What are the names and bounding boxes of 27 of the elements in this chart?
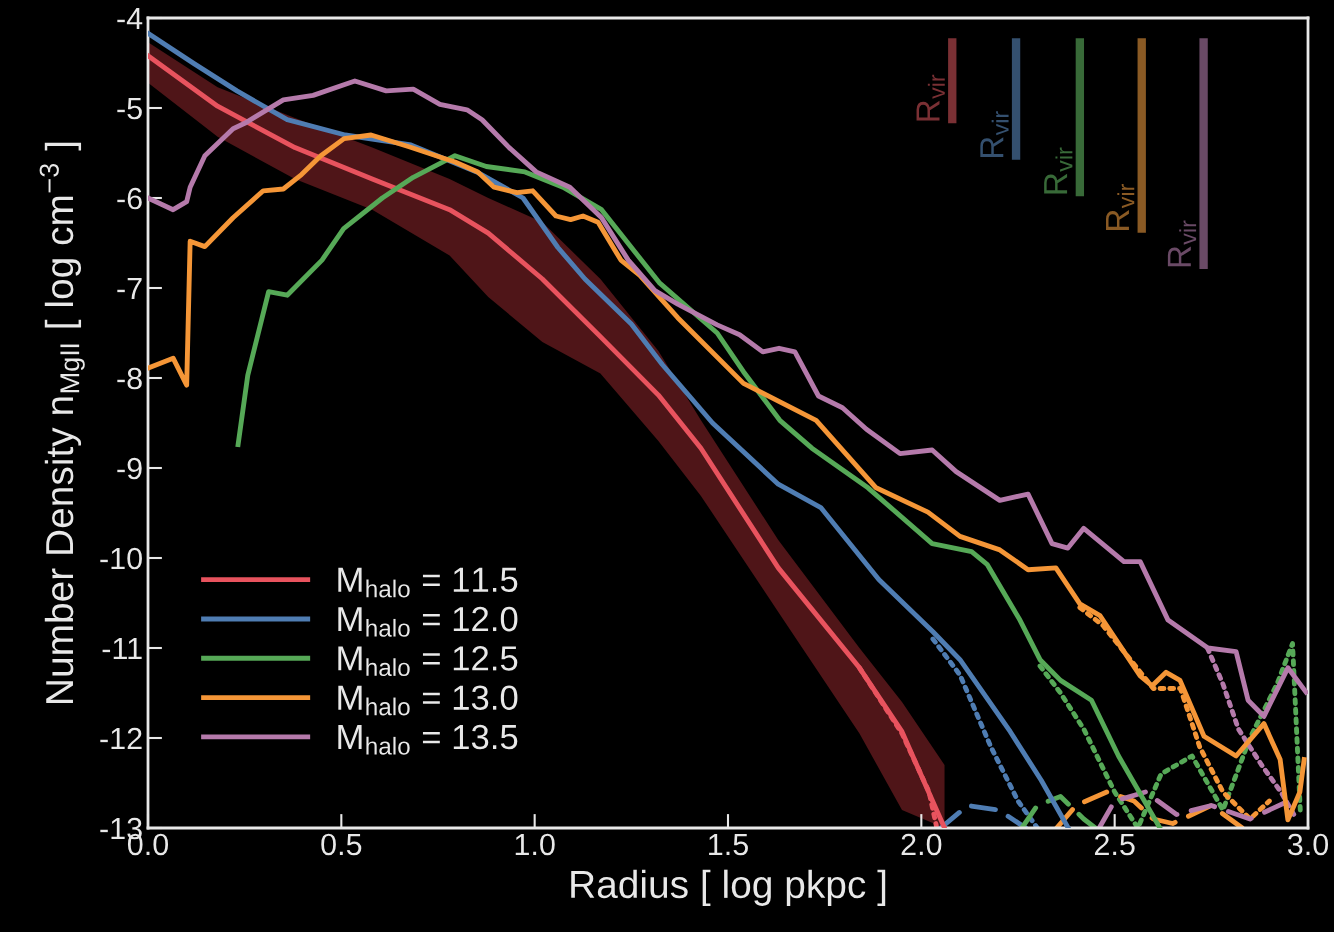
ref-line-label: R$_{vir}$ xyxy=(1044,147,1073,194)
y-tick-label: -12 xyxy=(100,727,142,750)
y-axis-title: Number Density n$_{MgII}$ [ log cm$^{−3}$ ] xyxy=(39,142,85,703)
x-tick-label: 3.0 xyxy=(1287,833,1329,856)
legend-label: M$_{halo}$ = 13.0 xyxy=(338,685,518,716)
legend-label: M$_{halo}$ = 12.5 xyxy=(338,646,518,677)
y-tick-label: -6 xyxy=(117,187,142,210)
ref-line-label: R$_{vir}$ xyxy=(1106,184,1135,230)
ref-line-label: R$_{vir}$ xyxy=(1167,220,1197,267)
y-tick-label: -8 xyxy=(117,367,142,390)
y-tick-label: -4 xyxy=(117,8,143,30)
x-tick-label: 1.5 xyxy=(709,833,748,856)
x-tick-label: 0.5 xyxy=(321,833,362,856)
y-tick-label: -5 xyxy=(117,98,142,120)
y-tick-label: -11 xyxy=(102,638,142,660)
y-tick-label: -7 xyxy=(117,278,142,300)
ref-line-label: R$_{vir}$ xyxy=(980,111,1009,158)
legend-label: M$_{halo}$ = 13.5 xyxy=(338,724,518,755)
ref-line-label: R$_{vir}$ xyxy=(916,74,945,121)
x-tick-label: 1.0 xyxy=(515,833,555,856)
y-tick-label: -10 xyxy=(100,547,142,570)
legend-label: M$_{halo}$ = 12.0 xyxy=(338,606,518,637)
legend-label: M$_{halo}$ = 11.5 xyxy=(338,567,518,598)
x-tick-label: 2.5 xyxy=(1094,833,1135,856)
x-tick-label: 2.0 xyxy=(901,833,942,856)
y-tick-label: -9 xyxy=(117,457,142,480)
x-axis-title: Radius [ log pkpc ] xyxy=(571,869,886,906)
